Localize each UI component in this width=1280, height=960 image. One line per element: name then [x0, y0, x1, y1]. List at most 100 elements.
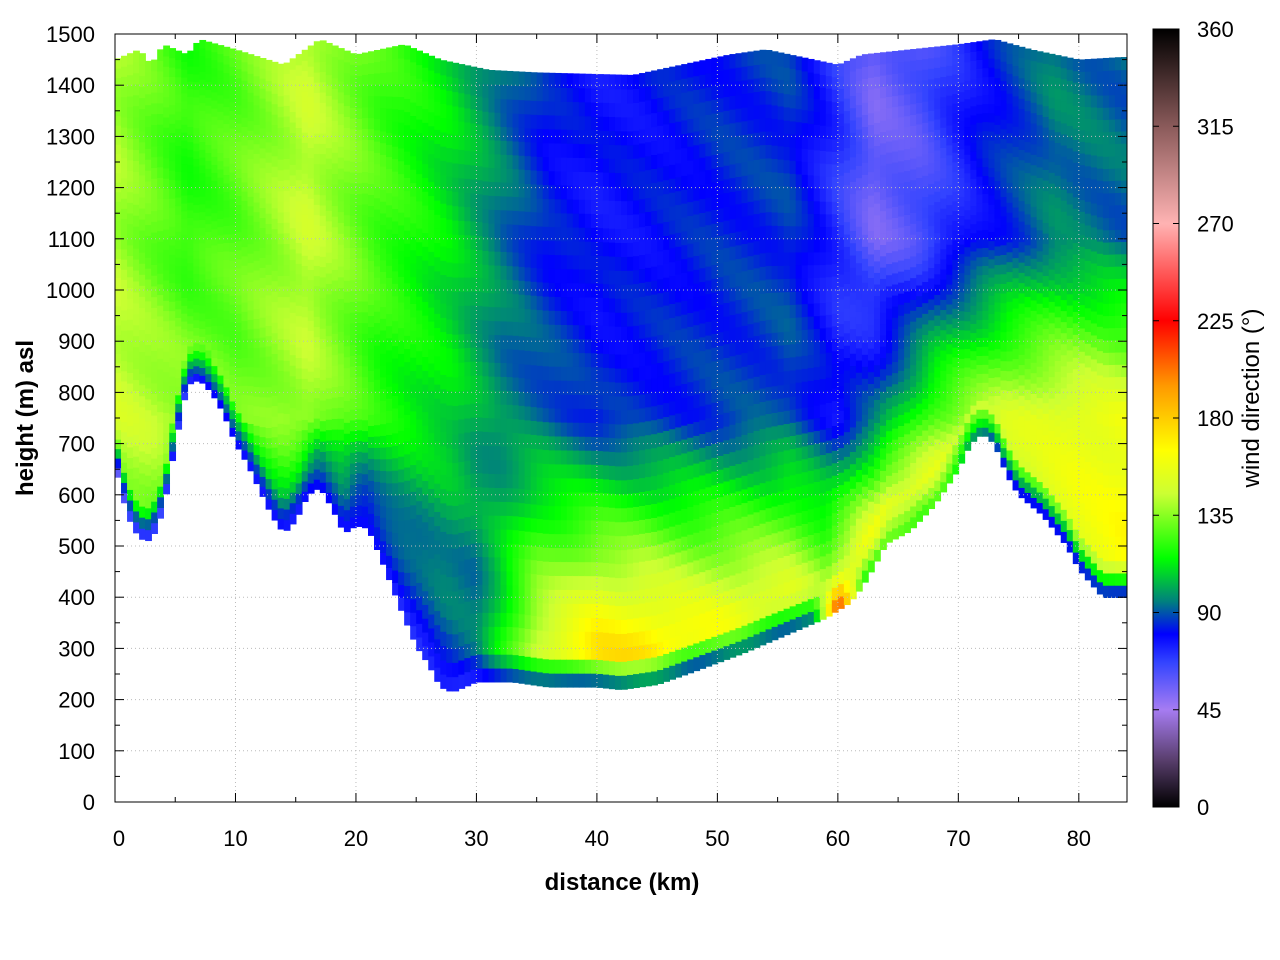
- field-cell: [512, 85, 520, 100]
- field-cell: [657, 194, 664, 210]
- field-cell: [494, 320, 502, 336]
- field-cell: [368, 513, 375, 525]
- field-cell: [542, 672, 550, 688]
- field-cell: [139, 64, 146, 77]
- field-cell: [253, 289, 261, 300]
- field-cell: [241, 135, 249, 146]
- field-cell: [151, 253, 158, 265]
- field-cell: [675, 496, 683, 511]
- field-cell: [693, 282, 701, 298]
- field-cell: [675, 79, 683, 94]
- field-cell: [422, 617, 430, 633]
- field-cell: [645, 350, 652, 366]
- field-cell: [464, 460, 472, 475]
- field-cell: [434, 511, 442, 527]
- field-cell: [145, 355, 152, 367]
- field-cell: [464, 389, 472, 405]
- field-cell: [211, 300, 219, 310]
- field-cell: [199, 133, 207, 143]
- field-cell: [259, 107, 267, 119]
- field-cell: [518, 168, 526, 184]
- field-cell: [735, 463, 743, 478]
- field-cell: [789, 107, 797, 122]
- field-cell: [349, 107, 357, 119]
- field-cell: [115, 248, 122, 259]
- field-cell: [566, 575, 574, 590]
- field-cell: [241, 227, 249, 238]
- field-cell: [374, 492, 381, 505]
- field-cell: [602, 381, 610, 396]
- field-cell: [518, 99, 526, 115]
- field-cell: [512, 71, 520, 86]
- field-cell: [392, 519, 399, 534]
- field-cell: [506, 404, 514, 419]
- field-cell: [488, 97, 496, 113]
- field-cell: [325, 84, 333, 96]
- field-cell: [741, 52, 749, 67]
- field-cell: [741, 256, 749, 272]
- field-cell: [608, 604, 616, 620]
- field-cell: [259, 97, 267, 109]
- field-cell: [416, 391, 424, 406]
- field-cell: [645, 308, 652, 324]
- field-cell: [669, 637, 677, 652]
- field-cell: [271, 426, 279, 438]
- field-cell: [361, 192, 369, 205]
- field-cell: [319, 256, 327, 268]
- field-cell: [765, 76, 773, 92]
- field-cell: [675, 412, 683, 428]
- field-cell: [331, 450, 339, 462]
- field-cell: [386, 397, 393, 411]
- field-cell: [247, 262, 255, 273]
- field-cell: [157, 336, 164, 349]
- field-cell: [554, 603, 562, 618]
- field-cell: [241, 153, 249, 164]
- field-cell: [584, 143, 592, 159]
- field-cell: [518, 488, 526, 504]
- field-cell: [205, 81, 213, 90]
- field-cell: [464, 502, 472, 518]
- field-cell: [699, 322, 707, 338]
- field-cell: [301, 285, 309, 297]
- field-cell: [741, 175, 749, 190]
- field-cell: [446, 418, 454, 435]
- field-cell: [313, 61, 321, 73]
- field-cell: [753, 50, 761, 65]
- field-cell: [741, 611, 749, 626]
- field-cell: [729, 136, 737, 151]
- field-cell: [398, 211, 405, 226]
- field-cell: [325, 314, 333, 326]
- field-cell: [295, 430, 303, 442]
- field-cell: [361, 290, 369, 302]
- field-cell: [271, 488, 279, 500]
- field-cell: [187, 141, 195, 150]
- field-cell: [253, 298, 261, 310]
- field-cell: [657, 515, 664, 531]
- field-cell: [548, 547, 556, 562]
- field-cell: [259, 466, 267, 477]
- field-cell: [349, 74, 357, 87]
- field-cell: [343, 127, 351, 139]
- field-cell: [524, 183, 532, 198]
- field-cell: [127, 63, 134, 76]
- field-cell: [289, 290, 297, 303]
- field-cell: [343, 334, 351, 347]
- field-cell: [584, 157, 592, 173]
- field-cell: [500, 612, 508, 627]
- field-cell: [512, 598, 520, 614]
- field-cell: [422, 53, 430, 68]
- field-cell: [717, 551, 725, 566]
- field-cell: [133, 313, 140, 326]
- field-cell: [518, 613, 526, 629]
- field-cell: [181, 367, 189, 377]
- field-cell: [783, 581, 791, 596]
- field-cell: [476, 346, 484, 362]
- field-cell: [657, 459, 664, 475]
- field-cell: [343, 465, 351, 478]
- field-cell: [368, 139, 375, 152]
- field-cell: [482, 667, 490, 683]
- field-cell: [476, 137, 484, 153]
- field-cell: [380, 364, 387, 378]
- field-cell: [741, 543, 749, 558]
- field-cell: [235, 231, 243, 242]
